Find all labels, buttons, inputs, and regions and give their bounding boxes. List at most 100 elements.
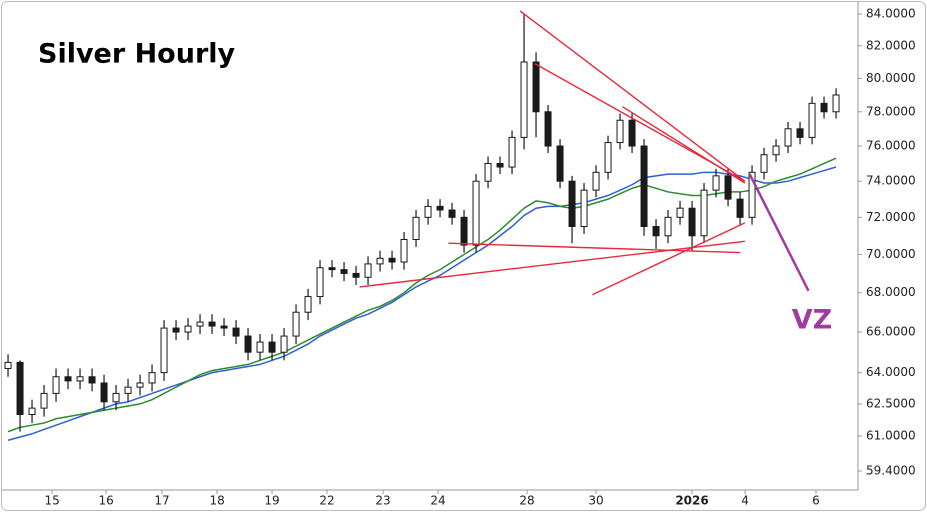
x-tick-label: 23 [375, 494, 390, 508]
candle-body [544, 111, 552, 147]
candle-body [520, 61, 528, 138]
candle-body [736, 198, 744, 218]
x-tick-label: 30 [588, 494, 603, 508]
y-tick-label: 68.0000 [866, 285, 916, 299]
x-tick-label: 18 [209, 494, 224, 508]
y-tick-label: 78.0000 [866, 104, 916, 118]
candle-body [460, 216, 468, 246]
moving-average [7, 166, 837, 441]
trendline [592, 222, 746, 296]
y-tick-label: 64.0000 [866, 365, 916, 379]
candle-body [376, 257, 384, 265]
x-tick-label: 22 [319, 494, 334, 508]
candle-body [304, 296, 312, 313]
candle-body [292, 311, 300, 337]
x-tick-label: 19 [264, 494, 279, 508]
x-tick-label: 6 [812, 494, 820, 508]
candle-body [700, 189, 708, 237]
candle-body [400, 238, 408, 263]
candle-body [364, 263, 372, 278]
candle-body [532, 61, 540, 113]
candle-body [352, 272, 360, 278]
candle-body [688, 207, 696, 237]
candle-body [184, 325, 192, 333]
candle-body [196, 321, 204, 327]
candle-body [592, 171, 600, 191]
y-tick-label: 74.0000 [866, 174, 916, 188]
candle-body [76, 376, 84, 382]
candle-body [208, 321, 216, 327]
candle-body [244, 335, 252, 353]
y-tick-label: 84.0000 [866, 7, 916, 21]
candle-body [772, 145, 780, 156]
candle-body [724, 175, 732, 200]
candle-body [820, 102, 828, 113]
x-tick-label: 28 [519, 494, 534, 508]
candle-body [760, 154, 768, 173]
candle-body [640, 145, 648, 228]
y-tick-label: 82.0000 [866, 38, 916, 52]
candle-body [172, 327, 180, 333]
candle-body [784, 128, 792, 147]
candle-body [340, 269, 348, 274]
candle-body [160, 327, 168, 374]
x-tick-label: 2026 [675, 494, 708, 508]
candle-body [652, 226, 660, 237]
candle-body [436, 205, 444, 211]
candle-body [580, 189, 588, 228]
candle-body [388, 257, 396, 263]
x-tick-label: 24 [430, 494, 445, 508]
candle-body [664, 216, 672, 237]
candle-body [808, 102, 816, 138]
candle-body [16, 361, 24, 416]
candle-body [52, 376, 60, 394]
candle-body [28, 407, 36, 416]
candle-body [472, 180, 480, 246]
candle-body [148, 372, 156, 384]
candle-body [796, 128, 804, 138]
x-tick-label: 4 [741, 494, 749, 508]
y-tick-label: 76.0000 [866, 139, 916, 153]
candle-body [40, 392, 48, 409]
candle-body [64, 376, 72, 382]
trendline [448, 242, 741, 254]
candle-body [496, 162, 504, 168]
chart-title: Silver Hourly [38, 39, 236, 70]
candle-body [628, 119, 636, 147]
candle-body [256, 341, 264, 353]
candle-body [268, 341, 276, 353]
candle-body [88, 376, 96, 384]
candle-body [232, 327, 240, 337]
x-tick-label: 16 [98, 494, 113, 508]
y-tick-label: 72.0000 [866, 210, 916, 224]
candle-body [448, 209, 456, 218]
candle-body [712, 175, 720, 191]
candle-body [124, 386, 132, 394]
candle-body [100, 382, 108, 403]
trendline [622, 106, 746, 184]
candle-body [616, 119, 624, 144]
candle-body [424, 205, 432, 218]
y-tick-label: 59.4000 [866, 463, 916, 477]
candle-body [484, 162, 492, 182]
candle-body [280, 335, 288, 353]
trendline [748, 173, 810, 292]
candle-body [604, 142, 612, 173]
candle-body [556, 145, 564, 182]
x-tick-label: 15 [44, 494, 59, 508]
x-tick-label: 17 [154, 494, 169, 508]
candle-body [220, 325, 228, 329]
trendline [359, 240, 745, 288]
y-tick-label: 66.0000 [866, 325, 916, 339]
candle-body [676, 207, 684, 218]
candle-body [568, 180, 576, 228]
y-tick-label: 70.0000 [866, 247, 916, 261]
candle-body [328, 267, 336, 271]
y-tick-label: 61.0000 [866, 428, 916, 442]
candle-body [748, 171, 756, 218]
candle-body [508, 136, 516, 168]
y-tick-label: 62.5000 [866, 396, 916, 410]
trendline [519, 10, 746, 182]
